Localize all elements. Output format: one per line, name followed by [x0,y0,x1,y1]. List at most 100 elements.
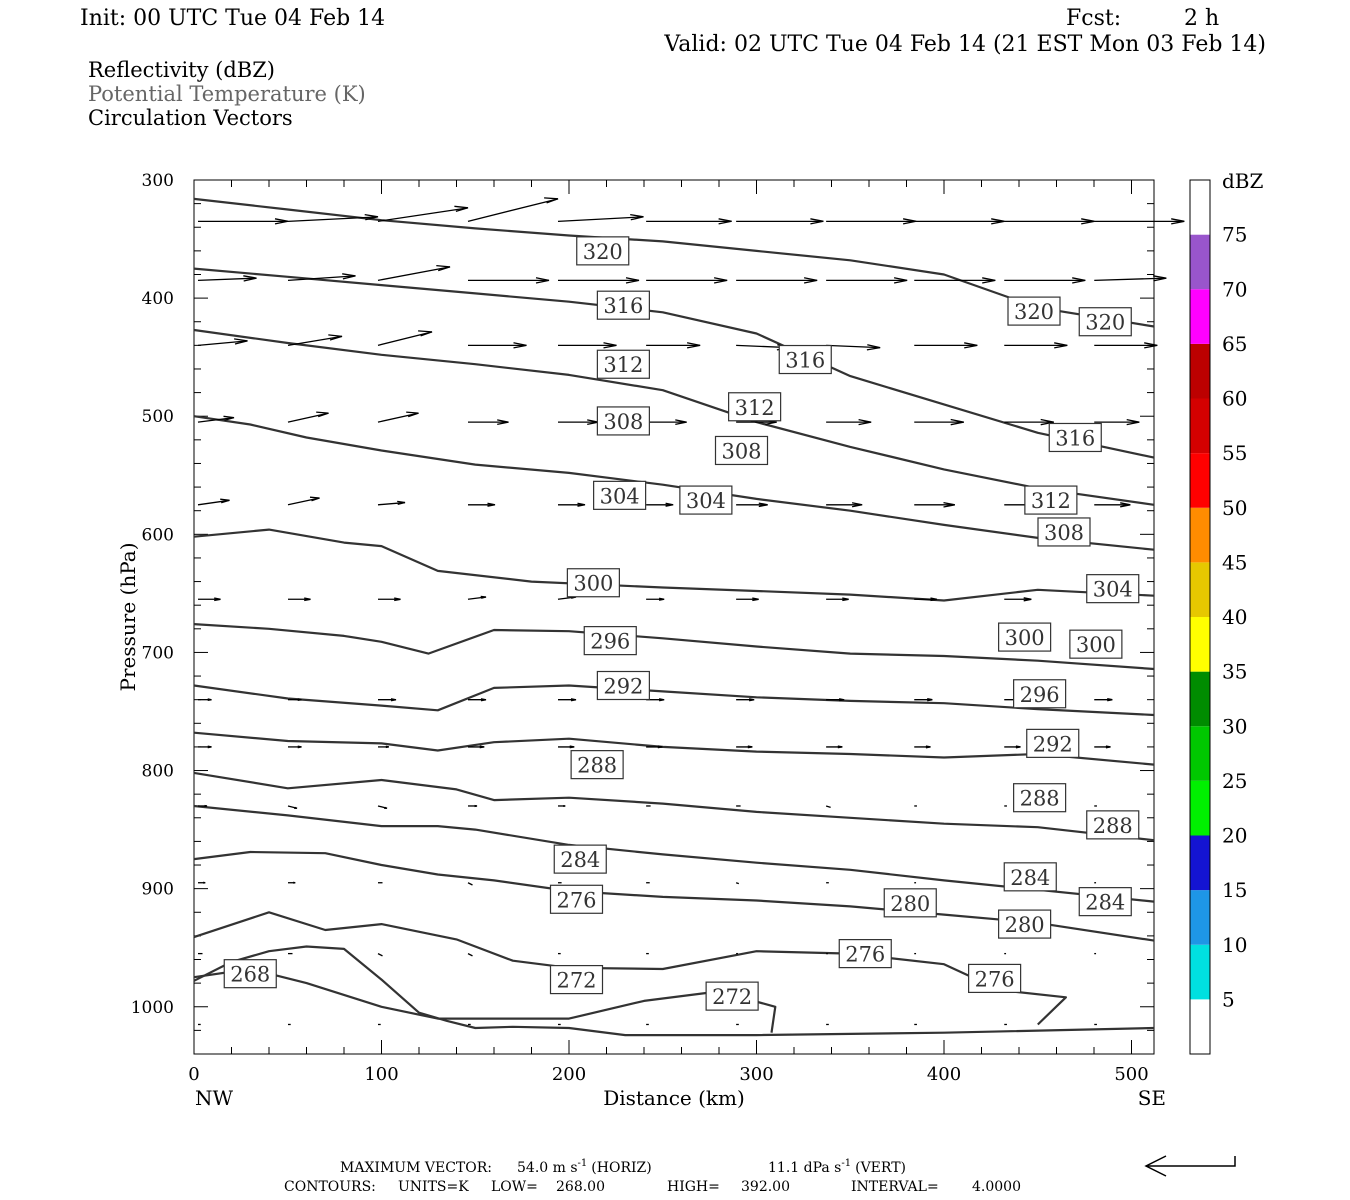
vector-head [223,415,235,421]
colorbar-segment [1190,398,1210,454]
vector-shaft [735,882,740,885]
y-tick-label: 900 [142,880,174,900]
colorbar-label: 10 [1222,933,1247,957]
vector-head [658,698,665,702]
contour-label-box [1086,574,1140,604]
vector-arrow [735,882,740,885]
contours-high: HIGH= [667,1179,720,1195]
contour-label-text: 272 [556,969,596,993]
vector-arrow [1094,342,1158,349]
vector-arrow [287,334,343,346]
vector-head [297,745,302,749]
contour-label-316: 316 [596,290,650,320]
vector-head [207,698,212,702]
colorbar-segment [1190,453,1210,508]
colorbar-segment [1190,343,1210,399]
contour-label-312: 312 [596,349,650,379]
vector-shaft [377,953,383,957]
contour-label-text: 292 [1033,732,1073,756]
vector-head [1152,275,1167,282]
vector-head [1072,277,1086,284]
vector-head [316,411,329,418]
axis-ticks: 0 100 200 300 400 500 300 400 500 600 700 800 900 100… [131,171,1154,1085]
vector-shaft [377,266,451,282]
contour-label-box [838,939,892,969]
colorbar-segment [1190,617,1210,672]
colorbar-segment [1190,944,1210,1000]
contour-label-text: 280 [890,892,930,916]
vector-arrow [558,502,586,507]
vector-head [810,218,824,225]
colorbar-segment [1190,890,1210,945]
vector-arrow [377,264,451,282]
vector-arrow [826,502,863,508]
vector-arrow [287,411,329,423]
vector-shaft [377,412,419,423]
vector-arrow [377,411,419,423]
contour-label-296: 296 [1013,679,1067,709]
contour-label-text: 300 [1005,626,1045,650]
contour-label-276: 276 [549,884,604,914]
vector-head [1015,745,1021,749]
vector-head [842,597,849,602]
contours-low: LOW= [491,1179,538,1195]
vector-head [927,698,933,702]
vector-arrow [198,881,206,884]
contour-label-text: 312 [603,353,643,377]
vector-head [203,881,206,884]
vector-shaft [377,207,469,222]
y-tick-label: 400 [142,289,174,309]
colorbar-segment [1190,726,1210,781]
contour-label-320: 320 [576,236,630,266]
vector-arrow [736,698,755,702]
vector-arrow [646,419,687,426]
vector-arrow [1094,698,1113,702]
contour-label-text: 304 [600,484,640,508]
vector-head [544,197,559,204]
colorbar-segment [1190,180,1210,235]
vector-head [943,501,955,508]
vector-arrow [736,745,753,749]
vector-head [384,806,388,810]
vector-head [294,806,298,810]
contour-label-text: 304 [686,489,726,513]
contour-label-box [596,406,650,436]
colorbar-title: dBZ [1222,169,1264,193]
vector-head [950,418,964,426]
vector-head [625,277,640,284]
colorbar-segment [1190,671,1210,727]
contour-label-272: 272 [549,964,604,995]
theta-contour-268 [193,945,1155,1037]
vector-arrow [826,277,908,284]
vector-head [513,342,527,349]
contour-label-box [596,349,650,379]
contour-label-text: 304 [1093,578,1133,602]
vector-head [293,881,296,884]
contour-label-text: 312 [735,396,775,420]
vector-shaft [197,277,257,282]
contour-label-280: 280 [883,888,937,918]
theta-contour-320 [193,197,1155,328]
contour-label-text: 316 [785,349,825,373]
vector-head [803,277,818,284]
contour-label-text: 320 [1085,311,1125,335]
contour-label-box [549,884,604,914]
contour-label-284: 284 [1003,862,1057,892]
vector-shaft [197,340,248,346]
vector-shaft [287,216,379,222]
vector-head [718,218,732,225]
horiz-value: 54.0 m s [517,1160,578,1176]
vector-arrow [646,277,728,284]
contour-label-box [728,392,782,422]
vector-head [207,745,212,749]
contour-label-292: 292 [596,670,650,701]
contour-label-box [1048,422,1102,453]
contour-label-box [1013,679,1067,709]
contour-label-box [883,888,937,918]
contour-label-312: 312 [728,392,782,422]
vector-head [390,698,397,702]
x-end-left: NW [195,1086,234,1110]
contour-label-text: 276 [975,967,1015,991]
vector-arrow [287,496,320,506]
vector-arrow [197,415,235,423]
